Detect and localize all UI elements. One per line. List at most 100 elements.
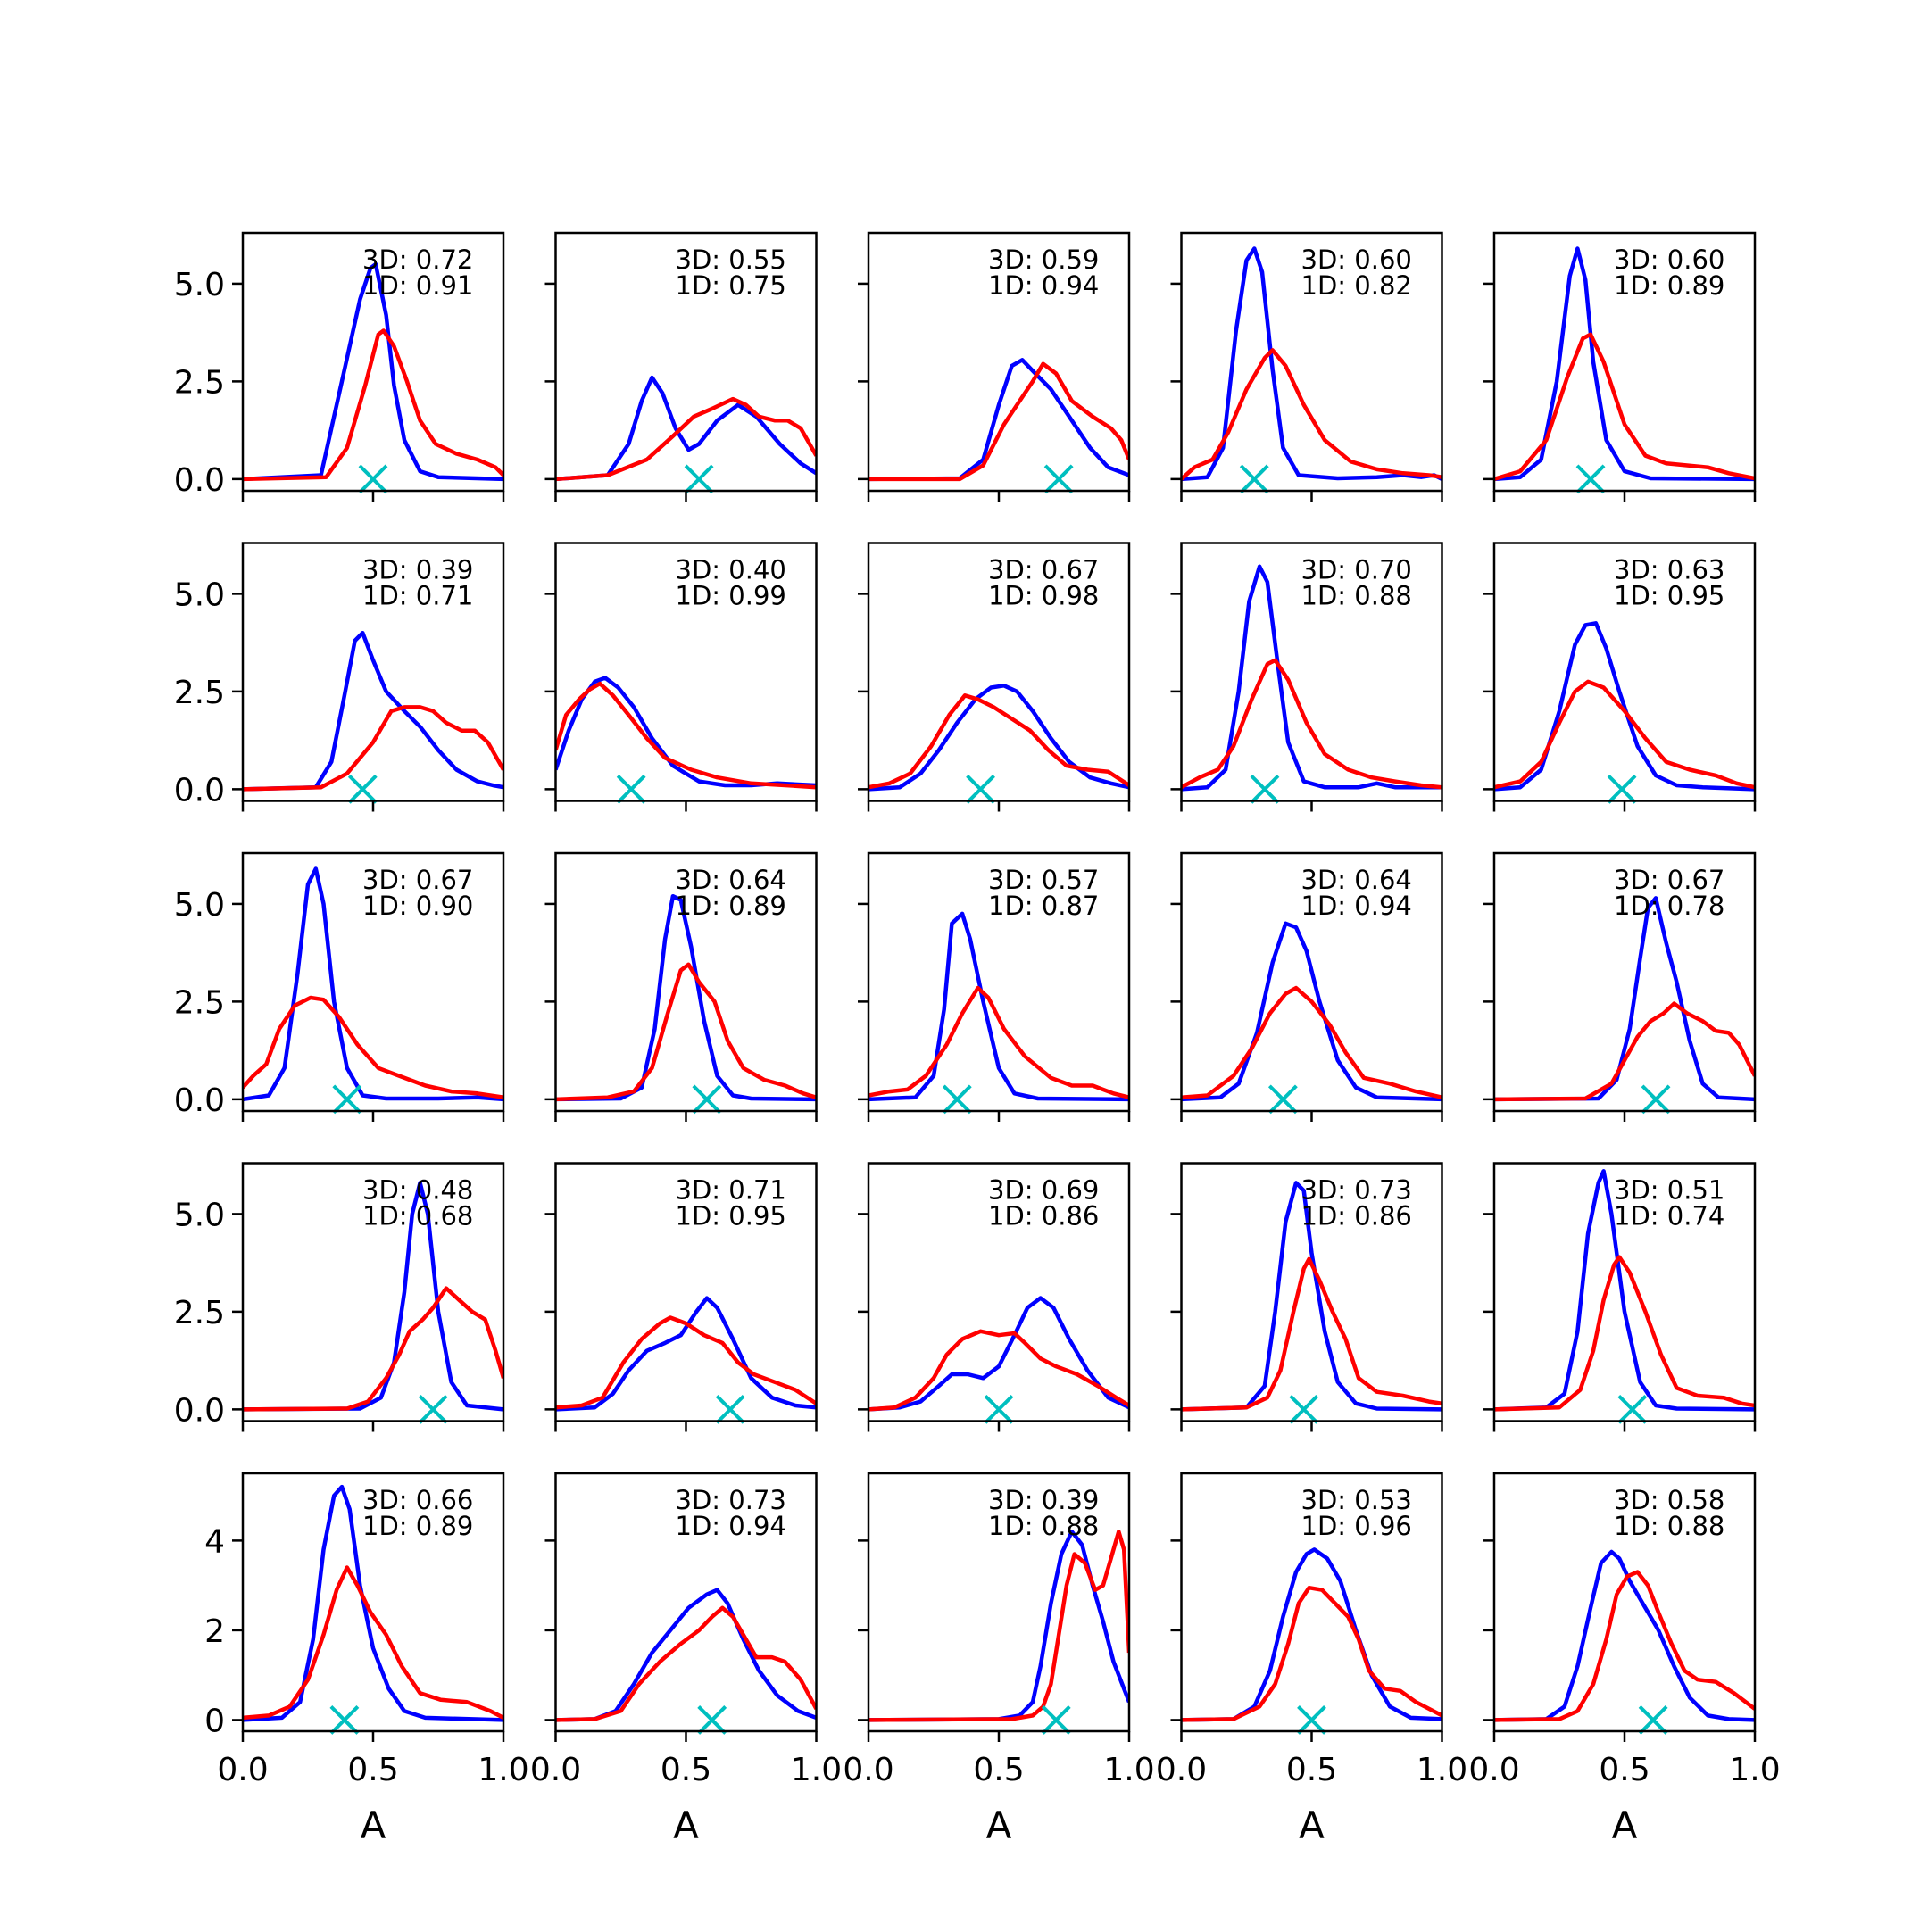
y-tick-label: 5.0 xyxy=(174,887,225,924)
panel-annotation: 1D: 0.86 xyxy=(988,1201,1099,1231)
red-curve xyxy=(555,396,817,482)
red-curve xyxy=(243,328,503,482)
marker-x xyxy=(715,1394,745,1424)
panel-annotation: 1D: 0.88 xyxy=(1614,1511,1724,1541)
panel-annotation: 1D: 0.94 xyxy=(988,270,1099,301)
panel-annotation: 3D: 0.64 xyxy=(1301,865,1412,895)
blue-curve xyxy=(243,261,503,482)
panel-annotation: 1D: 0.82 xyxy=(1301,270,1412,301)
red-curve xyxy=(868,1530,1129,1722)
x-tick-label: 0.0 xyxy=(843,1752,893,1788)
marker-x xyxy=(1250,774,1280,804)
panel-annotation: 1D: 0.94 xyxy=(676,1511,786,1541)
red-curve xyxy=(1181,1256,1442,1412)
panel-annotation: 1D: 0.98 xyxy=(988,581,1099,611)
marker-x xyxy=(1041,1705,1071,1735)
y-tick-label: 0.0 xyxy=(174,1082,225,1119)
blue-curve xyxy=(1181,564,1442,792)
marker-x xyxy=(1297,1705,1326,1735)
panel-annotation: 1D: 0.91 xyxy=(362,270,473,301)
x-tick-label: 0.0 xyxy=(530,1752,581,1788)
red-curve xyxy=(1494,1255,1755,1412)
panel-annotation: 1D: 0.95 xyxy=(676,1201,786,1231)
panel-annotation: 1D: 0.88 xyxy=(1301,581,1412,611)
blue-curve xyxy=(868,1296,1129,1412)
blue-curve xyxy=(555,375,817,482)
panel-annotation: 3D: 0.60 xyxy=(1614,245,1724,275)
y-tick-label: 5.0 xyxy=(174,267,225,303)
panel-annotation: 3D: 0.64 xyxy=(676,865,786,895)
y-tick-label: 4 xyxy=(204,1523,225,1560)
x-axis-label: A xyxy=(1299,1803,1325,1847)
panel-annotation: 3D: 0.63 xyxy=(1614,555,1724,585)
marker-x xyxy=(1575,464,1606,494)
red-curve xyxy=(555,1605,817,1722)
panel-annotation: 3D: 0.72 xyxy=(362,245,473,275)
panel-annotation: 3D: 0.60 xyxy=(1301,245,1412,275)
red-curve xyxy=(1494,1570,1755,1722)
marker-x xyxy=(1617,1394,1648,1424)
marker-x xyxy=(942,1084,972,1115)
x-tick-label: 0.0 xyxy=(217,1752,268,1788)
blue-curve xyxy=(243,630,503,792)
x-tick-label: 0.0 xyxy=(1468,1752,1519,1788)
panel-annotation: 1D: 0.68 xyxy=(362,1201,473,1231)
red-curve xyxy=(555,1315,817,1410)
panel-annotation: 3D: 0.70 xyxy=(1301,555,1412,585)
red-curve xyxy=(868,1329,1129,1412)
y-tick-label: 2.5 xyxy=(174,675,225,711)
blue-curve xyxy=(1494,621,1755,792)
panel-annotation: 1D: 0.71 xyxy=(362,581,473,611)
marker-x xyxy=(1289,1394,1319,1424)
blue-curve xyxy=(243,866,503,1102)
red-curve xyxy=(243,1286,503,1412)
marker-x xyxy=(358,464,388,494)
blue-curve xyxy=(1494,896,1755,1102)
x-tick-label: 0.0 xyxy=(1156,1752,1207,1788)
y-tick-label: 0.0 xyxy=(174,462,225,499)
y-tick-label: 5.0 xyxy=(174,576,225,613)
panel-annotation: 3D: 0.67 xyxy=(362,865,473,895)
red-curve xyxy=(555,962,817,1102)
x-tick-label: 1.0 xyxy=(1417,1752,1467,1788)
panel-annotation: 1D: 0.78 xyxy=(1614,891,1724,921)
red-curve xyxy=(1181,1585,1442,1722)
red-curve xyxy=(243,705,503,792)
marker-x xyxy=(966,774,995,804)
panel-annotation: 3D: 0.40 xyxy=(676,555,786,585)
x-tick-label: 1.0 xyxy=(1103,1752,1154,1788)
marker-x xyxy=(684,464,714,494)
marker-x xyxy=(332,1084,362,1115)
panel-annotation: 3D: 0.73 xyxy=(676,1485,786,1515)
panel-annotation: 1D: 0.89 xyxy=(362,1511,473,1541)
panel-annotation: 1D: 0.74 xyxy=(1614,1201,1724,1231)
panel-annotation: 1D: 0.99 xyxy=(676,581,786,611)
x-tick-label: 0.5 xyxy=(661,1752,711,1788)
red-curve xyxy=(1494,1001,1755,1102)
blue-curve xyxy=(243,1181,503,1412)
marker-x xyxy=(984,1394,1014,1424)
blue-curve xyxy=(1494,1169,1755,1412)
blue-curve xyxy=(1181,246,1442,482)
marker-x xyxy=(329,1705,360,1735)
marker-x xyxy=(1043,464,1074,494)
panel-annotation: 3D: 0.39 xyxy=(988,1485,1099,1515)
blue-curve xyxy=(1494,1549,1755,1722)
x-tick-label: 0.5 xyxy=(973,1752,1024,1788)
panel-annotation: 1D: 0.96 xyxy=(1301,1511,1412,1541)
panel-annotation: 1D: 0.88 xyxy=(988,1511,1099,1541)
panel-annotation: 1D: 0.75 xyxy=(676,270,786,301)
marker-x xyxy=(1239,464,1269,494)
panel-annotation: 3D: 0.39 xyxy=(362,555,473,585)
red-curve xyxy=(243,1565,503,1721)
marker-x xyxy=(1638,1705,1668,1735)
blue-curve xyxy=(868,1530,1129,1722)
marker-x xyxy=(616,774,646,804)
panel-annotation: 1D: 0.95 xyxy=(1614,581,1724,611)
panel-annotation: 1D: 0.87 xyxy=(988,891,1099,921)
red-curve xyxy=(1494,332,1755,482)
x-axis-label: A xyxy=(1612,1803,1638,1847)
red-curve xyxy=(868,693,1129,790)
y-tick-label: 2.5 xyxy=(174,984,225,1021)
